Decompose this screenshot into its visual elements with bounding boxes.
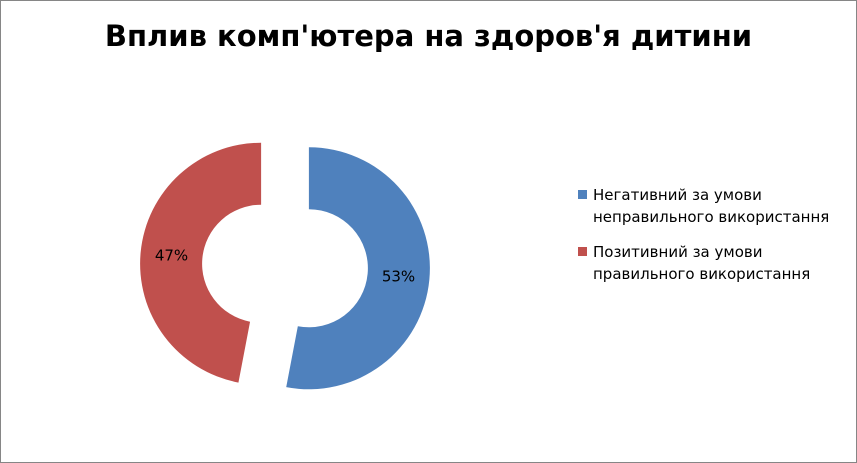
slice-negative	[286, 147, 430, 390]
data-label-negative: 53%	[382, 268, 415, 286]
legend-swatch-negative	[578, 190, 587, 199]
data-label-positive: 47%	[155, 246, 188, 264]
legend-item-positive: Позитивний за умови правильного використ…	[578, 241, 848, 285]
legend-swatch-positive	[578, 247, 587, 256]
legend-label-positive: Позитивний за умови правильного використ…	[593, 243, 811, 283]
slice-positive	[140, 142, 262, 383]
chart-title: Вплив комп'ютера на здоров'я дитини	[104, 19, 753, 53]
legend-item-negative: Негативний за умови неправильного викори…	[578, 184, 848, 228]
legend: Негативний за умови неправильного викори…	[578, 184, 848, 298]
legend-label-negative: Негативний за умови неправильного викори…	[593, 186, 830, 226]
